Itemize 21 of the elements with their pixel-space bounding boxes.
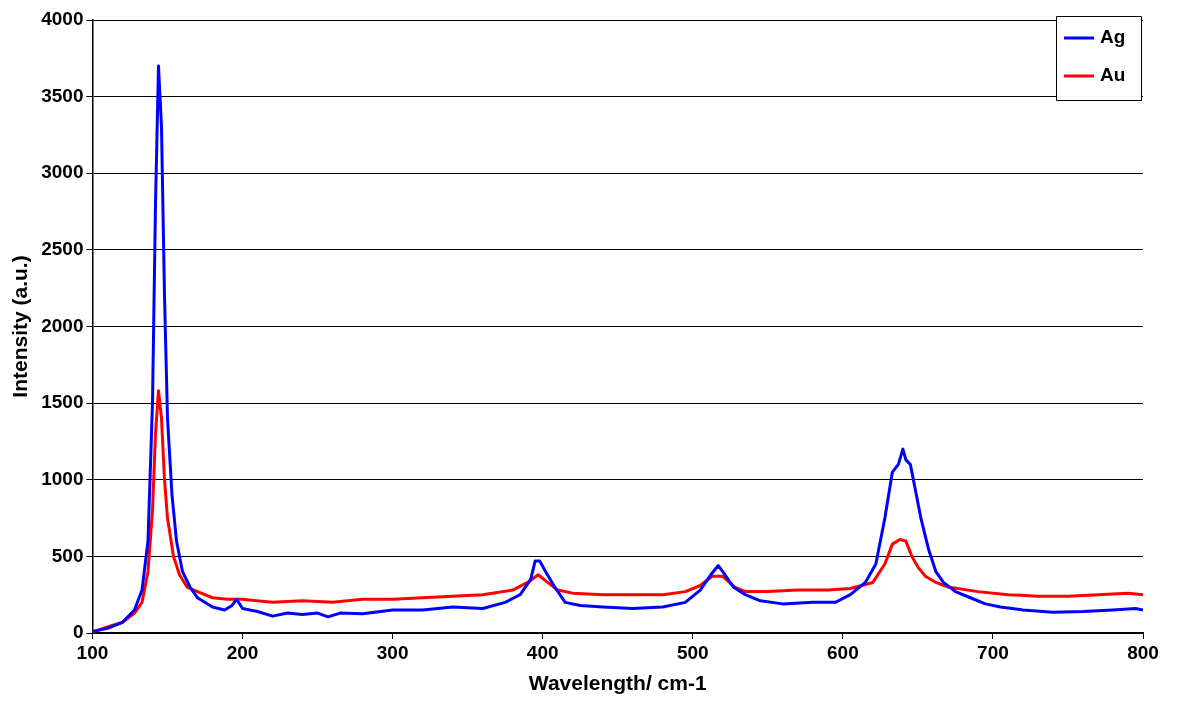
legend-label: Au: [1100, 64, 1126, 86]
y-tick-label: 4000: [41, 8, 84, 30]
y-tick-label: 2500: [41, 238, 84, 260]
x-tick-label: 600: [827, 641, 859, 663]
y-tick-label: 3500: [41, 84, 84, 106]
y-tick-label: 0: [72, 621, 84, 643]
y-tick-label: 1500: [41, 391, 84, 413]
x-tick-label: 800: [1127, 641, 1159, 663]
x-tick-label: 200: [226, 641, 259, 663]
x-tick-label: 500: [676, 641, 709, 663]
y-tick-label: 2000: [41, 314, 84, 336]
x-axis-title: Wavelength/ cm-1: [528, 671, 707, 695]
y-tick-label: 3000: [41, 161, 84, 183]
y-axis-title: Intensity (a.u.): [8, 255, 32, 398]
y-tick-label: 1000: [41, 467, 84, 489]
x-tick-label: 400: [526, 641, 559, 663]
x-tick-label: 700: [977, 641, 1009, 663]
x-tick-label: 100: [76, 641, 109, 663]
y-tick-label: 500: [51, 544, 84, 566]
x-tick-label: 300: [376, 641, 409, 663]
legend-label: Ag: [1100, 26, 1126, 48]
